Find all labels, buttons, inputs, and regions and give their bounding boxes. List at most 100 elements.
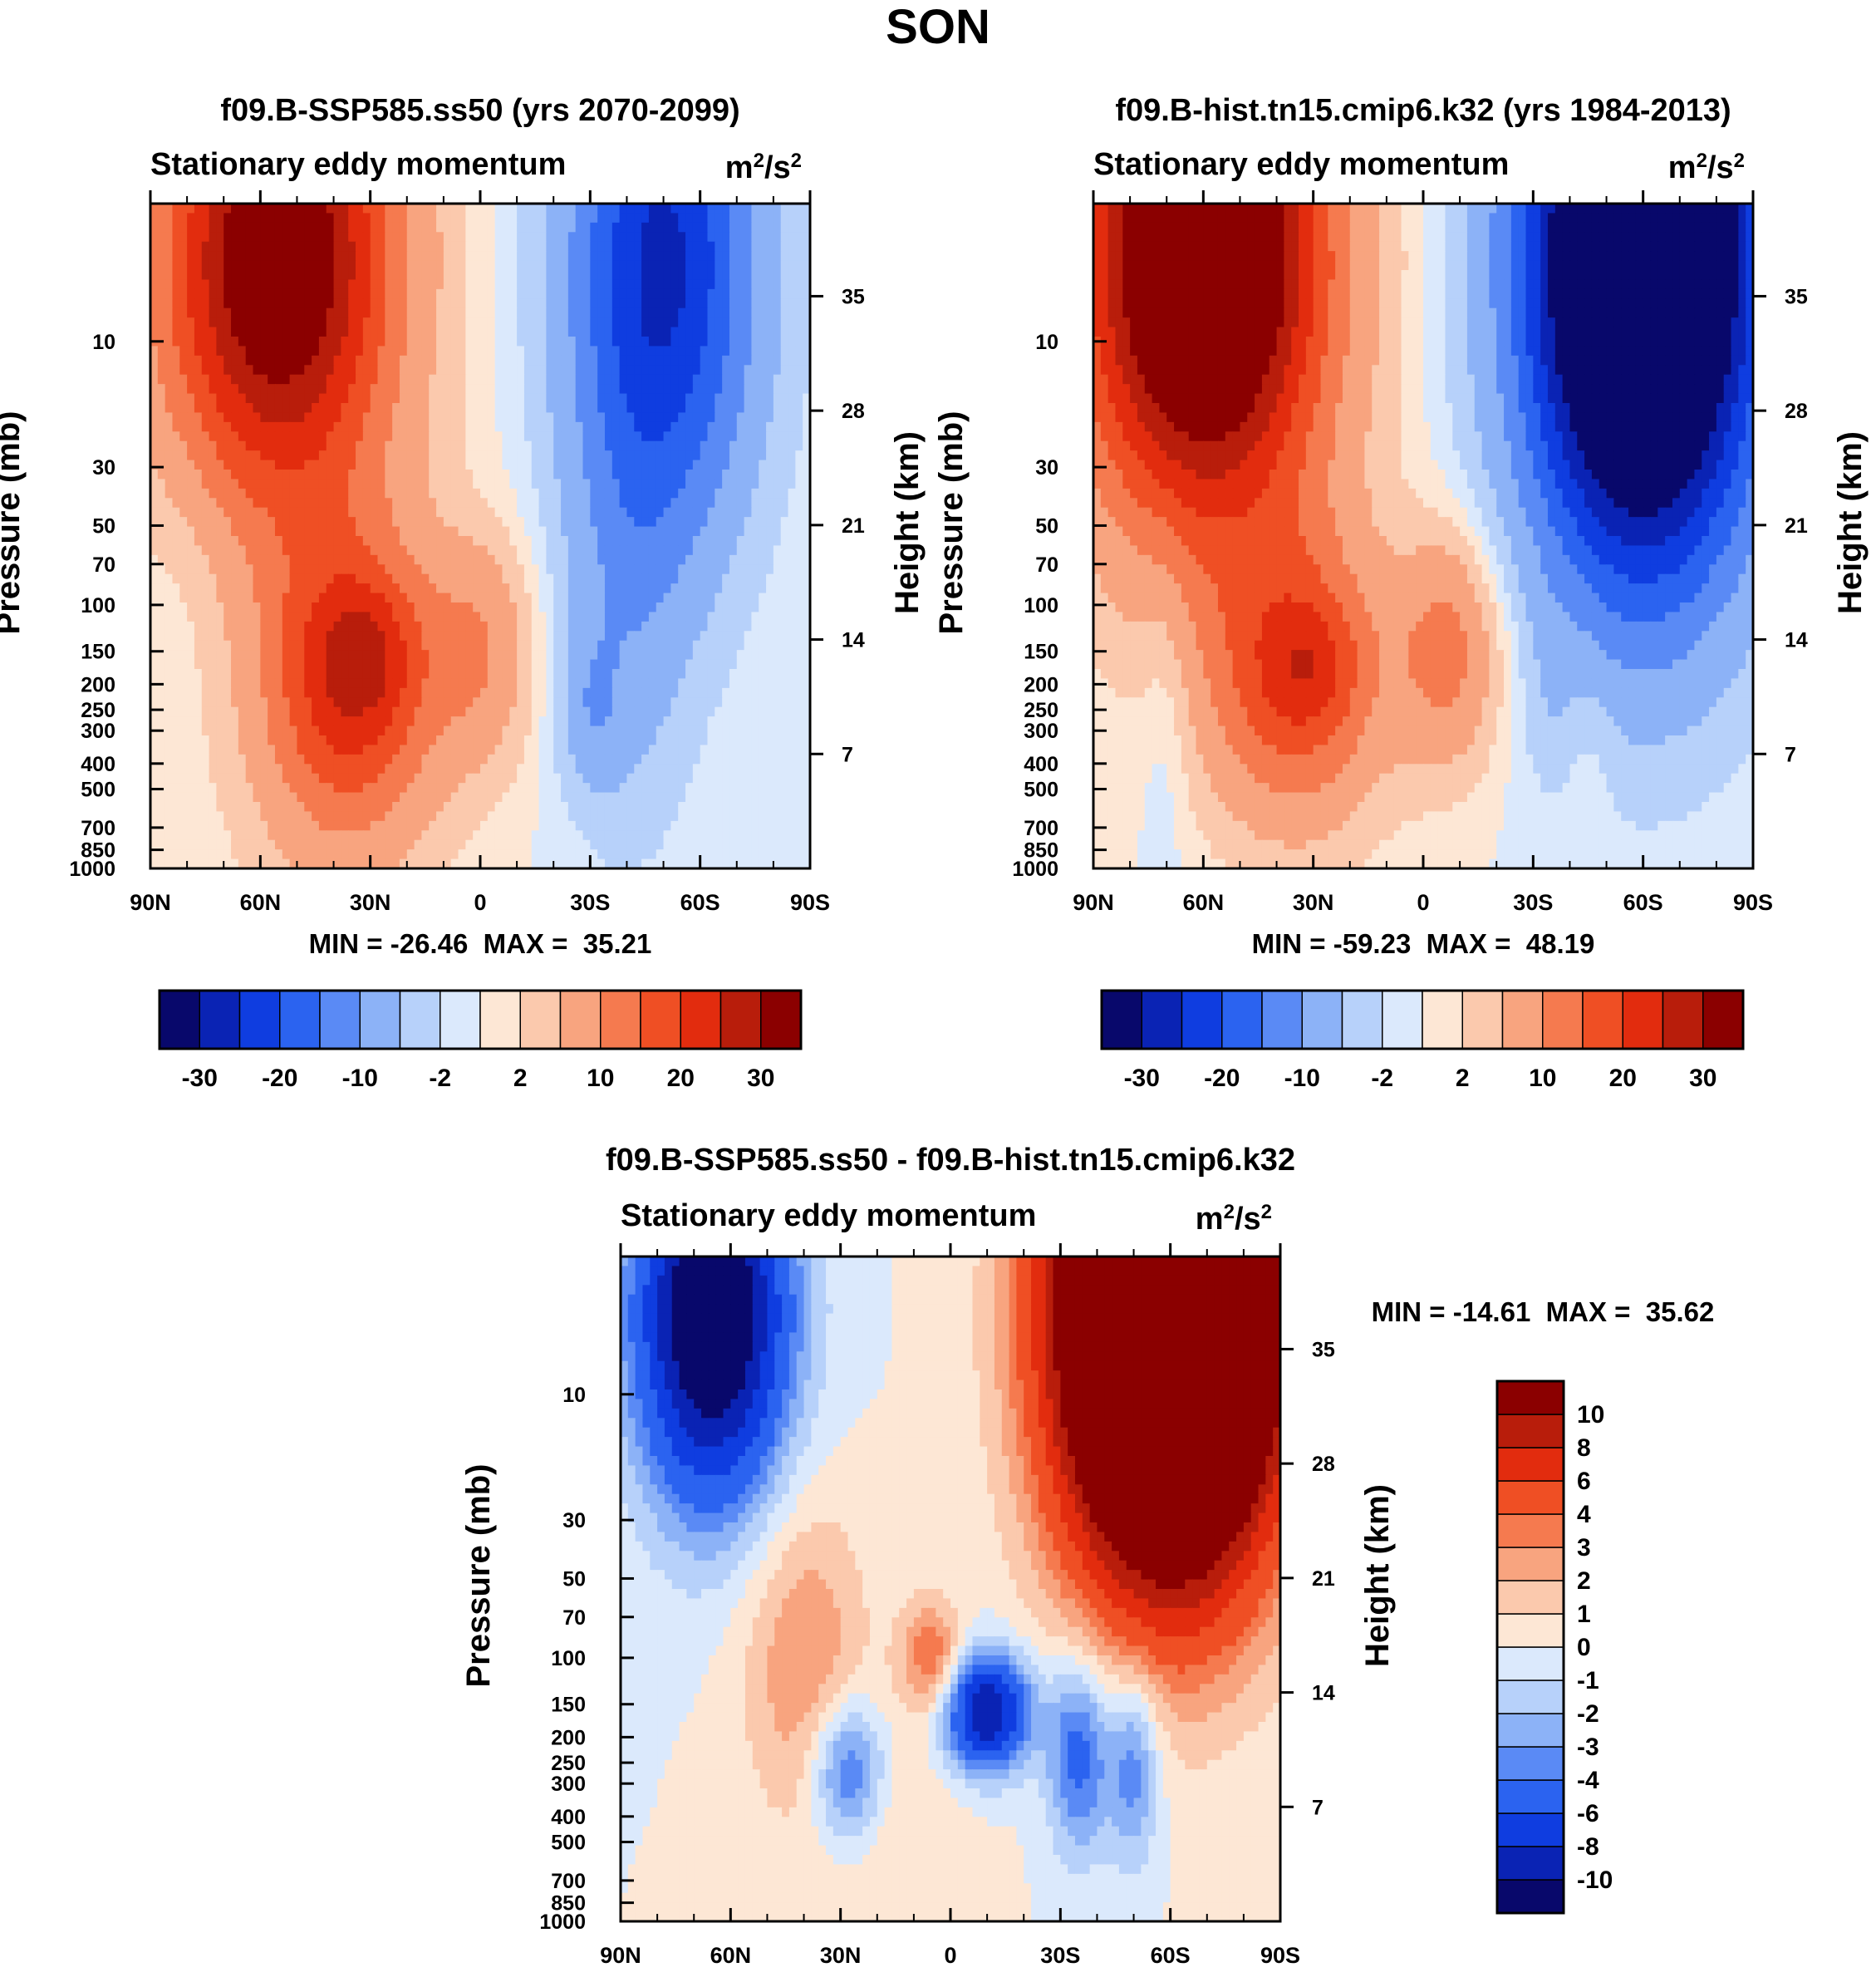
field-cell [253, 346, 261, 357]
field-cell [803, 650, 811, 661]
field-cell [575, 251, 584, 262]
field-cell [773, 288, 782, 299]
field-cell [648, 564, 657, 575]
field-cell [443, 393, 452, 404]
field-cell [788, 573, 796, 584]
field-cell [788, 716, 796, 727]
field-cell [619, 213, 628, 224]
field-cell [274, 307, 283, 318]
field-cell [795, 479, 803, 489]
field-cell [414, 706, 423, 717]
field-cell [370, 251, 379, 262]
field-cell [370, 498, 379, 509]
field-cell [678, 678, 686, 689]
field-cell [326, 470, 335, 480]
field-cell [611, 706, 621, 717]
field-cell [406, 213, 415, 224]
field-cell [795, 317, 803, 328]
field-cell [744, 431, 753, 442]
field-cell [744, 669, 753, 680]
field-cell [780, 355, 789, 366]
field-cell [502, 536, 510, 547]
field-cell [567, 298, 577, 309]
field-cell [326, 716, 335, 727]
field-cell [678, 279, 686, 290]
field-cell [553, 403, 562, 414]
field-cell [333, 374, 341, 385]
field-cell [326, 678, 335, 689]
field-cell [333, 460, 341, 470]
field-cell [223, 659, 232, 670]
field-cell [231, 346, 239, 357]
field-cell [641, 650, 650, 661]
field-cell [685, 640, 694, 651]
field-cell [245, 479, 254, 489]
field-cell [759, 374, 767, 385]
field-cell [700, 479, 709, 489]
field-cell [473, 374, 481, 385]
field-cell [465, 412, 474, 423]
field-cell [626, 450, 635, 461]
field-cell [590, 650, 598, 661]
field-cell [268, 659, 276, 670]
field-cell [678, 716, 686, 727]
field-cell [326, 307, 335, 318]
field-cell [209, 706, 217, 717]
field-cell [429, 288, 437, 299]
field-cell [648, 346, 657, 357]
field-cell [392, 526, 400, 537]
field-cell [773, 374, 782, 385]
field-cell [700, 640, 709, 651]
field-cell [356, 517, 364, 528]
field-cell [663, 669, 671, 680]
field-cell [179, 678, 188, 689]
field-cell [304, 440, 312, 451]
field-cell [561, 706, 569, 717]
field-cell [494, 697, 503, 708]
field-cell [414, 479, 423, 489]
field-cell [494, 307, 503, 318]
field-cell [619, 545, 628, 556]
field-cell [480, 678, 489, 689]
field-cell [443, 507, 452, 518]
field-cell [289, 374, 298, 385]
field-cell [223, 593, 232, 603]
field-cell [502, 403, 510, 414]
field-cell [523, 621, 533, 632]
field-cell [399, 421, 408, 432]
field-cell [795, 498, 803, 509]
field-cell [209, 573, 217, 584]
field-cell [648, 640, 657, 651]
field-cell [318, 403, 327, 414]
field-cell [531, 450, 540, 461]
field-cell [356, 421, 364, 432]
field-cell [282, 602, 291, 613]
field-cell [582, 602, 591, 613]
field-cell [443, 650, 452, 661]
field-cell [685, 687, 694, 698]
field-cell [553, 573, 562, 584]
field-cell [157, 450, 166, 461]
field-cell [406, 716, 415, 727]
field-cell [333, 725, 341, 736]
field-cell [429, 697, 437, 708]
field-cell [157, 631, 166, 642]
field-cell [597, 460, 606, 470]
field-cell [223, 393, 232, 404]
field-cell [318, 421, 327, 432]
field-cell [150, 669, 159, 680]
field-cell [231, 384, 239, 395]
field-cell [268, 650, 276, 661]
field-cell [480, 612, 489, 622]
field-cell [502, 384, 510, 395]
field-cell [590, 517, 598, 528]
field-cell [751, 403, 759, 414]
field-cell [648, 536, 657, 547]
field-cell [356, 687, 364, 698]
field-cell [385, 640, 393, 651]
field-cell [450, 488, 459, 499]
field-cell [150, 488, 159, 499]
field-cell [546, 621, 554, 632]
field-cell [480, 288, 489, 299]
field-cell [766, 298, 774, 309]
